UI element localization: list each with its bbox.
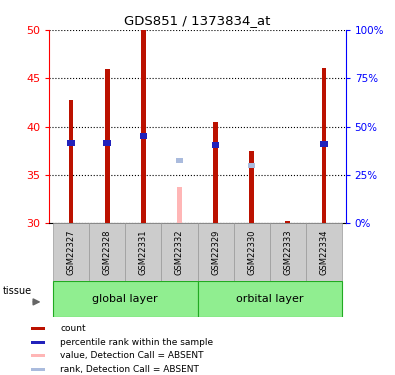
Bar	[53, 223, 89, 281]
Bar	[306, 223, 342, 281]
Bar	[31, 327, 45, 330]
Bar	[31, 354, 45, 357]
Bar	[103, 140, 111, 146]
Bar	[286, 221, 290, 223]
Text: rank, Detection Call = ABSENT: rank, Detection Call = ABSENT	[60, 365, 199, 374]
Title: GDS851 / 1373834_at: GDS851 / 1373834_at	[124, 15, 271, 27]
Text: GSM22332: GSM22332	[175, 230, 184, 275]
Text: GSM22334: GSM22334	[320, 230, 329, 275]
Bar	[89, 223, 125, 281]
Text: count: count	[60, 324, 86, 333]
Bar	[125, 223, 162, 281]
Bar	[31, 368, 45, 371]
Bar	[53, 281, 198, 317]
Text: GSM22330: GSM22330	[247, 230, 256, 275]
Text: GSM22329: GSM22329	[211, 230, 220, 275]
Bar	[249, 151, 254, 223]
Bar	[198, 223, 233, 281]
Text: GSM22333: GSM22333	[283, 230, 292, 275]
Bar	[162, 223, 198, 281]
Text: GSM22331: GSM22331	[139, 230, 148, 275]
Text: GSM22328: GSM22328	[103, 230, 112, 275]
Bar	[198, 281, 342, 317]
Bar	[176, 158, 183, 163]
Bar	[212, 142, 219, 148]
Text: percentile rank within the sample: percentile rank within the sample	[60, 338, 213, 347]
Text: GSM22327: GSM22327	[66, 230, 75, 275]
Text: tissue: tissue	[2, 286, 32, 296]
Bar	[322, 68, 326, 223]
Bar	[233, 223, 270, 281]
Bar	[270, 223, 306, 281]
Bar	[213, 122, 218, 223]
Bar	[139, 134, 147, 139]
Text: value, Detection Call = ABSENT: value, Detection Call = ABSENT	[60, 351, 203, 360]
Bar	[67, 140, 75, 146]
Bar	[177, 188, 182, 223]
Text: orbital layer: orbital layer	[236, 294, 303, 304]
Bar	[248, 163, 256, 168]
Text: global layer: global layer	[92, 294, 158, 304]
Bar	[105, 69, 109, 223]
Bar	[31, 341, 45, 344]
Bar	[69, 100, 73, 223]
Bar	[141, 30, 146, 223]
Bar	[320, 141, 328, 147]
